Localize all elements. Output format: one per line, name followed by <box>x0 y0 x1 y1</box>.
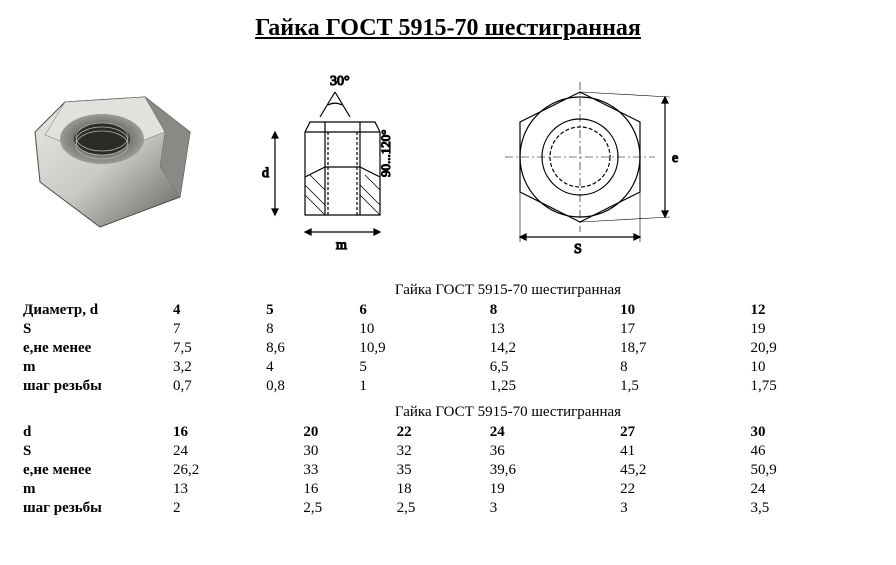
hex-nut-photo <box>10 77 210 242</box>
cell: 2 <box>173 499 303 518</box>
cell: 1 <box>359 377 489 396</box>
table-row: d 16 20 22 24 27 30 <box>15 423 881 442</box>
dim-m-label: m <box>336 238 347 253</box>
cell: 6,5 <box>490 358 620 377</box>
cell: 46 <box>751 442 881 461</box>
cell: 36 <box>490 442 620 461</box>
cell: 1,5 <box>620 377 750 396</box>
row-label: S <box>15 320 173 339</box>
row-label: m <box>15 480 173 499</box>
row-label: m <box>15 358 173 377</box>
cell: 41 <box>620 442 750 461</box>
row-label: шаг резьбы <box>15 377 173 396</box>
col-header: 10 <box>620 301 750 320</box>
cell: 22 <box>620 480 750 499</box>
cell: 17 <box>620 320 750 339</box>
cell: 20,9 <box>751 339 881 358</box>
cell: 7,5 <box>173 339 266 358</box>
row-label: шаг резьбы <box>15 499 173 518</box>
table-row: шаг резьбы 0,7 0,8 1 1,25 1,5 1,75 <box>15 377 881 396</box>
table2-caption: Гайка ГОСТ 5915-70 шестигранная <box>15 404 881 421</box>
col-header: 27 <box>620 423 750 442</box>
row-label: d <box>15 423 173 442</box>
cell: 39,6 <box>490 461 620 480</box>
cell: 0,8 <box>266 377 359 396</box>
cell: 3 <box>490 499 620 518</box>
cell: 1,75 <box>751 377 881 396</box>
cell: 33 <box>303 461 396 480</box>
cell: 10,9 <box>359 339 489 358</box>
col-header: 22 <box>397 423 490 442</box>
cell: 7 <box>173 320 266 339</box>
table-row: Диаметр, d 4 5 6 8 10 12 <box>15 301 881 320</box>
cell: 35 <box>397 461 490 480</box>
col-header: 4 <box>173 301 266 320</box>
dim-e-label: e <box>672 151 678 166</box>
angle-90-120-label: 90...120° <box>378 130 393 177</box>
col-header: 8 <box>490 301 620 320</box>
cell: 24 <box>751 480 881 499</box>
col-header: 20 <box>303 423 396 442</box>
dim-s-label: S <box>574 242 582 257</box>
spec-table-1: Гайка ГОСТ 5915-70 шестигранная Диаметр,… <box>15 282 881 396</box>
cell: 16 <box>303 480 396 499</box>
cell: 13 <box>173 480 303 499</box>
row-label: Диаметр, d <box>15 301 173 320</box>
col-header: 6 <box>359 301 489 320</box>
table-row: S 7 8 10 13 17 19 <box>15 320 881 339</box>
technical-drawing: 30° <box>250 57 730 262</box>
cell: 19 <box>751 320 881 339</box>
table-row: S 24 30 32 36 41 46 <box>15 442 881 461</box>
cell: 2,5 <box>303 499 396 518</box>
cell: 8,6 <box>266 339 359 358</box>
table1-caption: Гайка ГОСТ 5915-70 шестигранная <box>15 282 881 299</box>
row-label: S <box>15 442 173 461</box>
col-header: 12 <box>751 301 881 320</box>
cell: 50,9 <box>751 461 881 480</box>
table-row: e,не менее 26,2 33 35 39,6 45,2 50,9 <box>15 461 881 480</box>
cell: 30 <box>303 442 396 461</box>
cell: 24 <box>173 442 303 461</box>
cell: 10 <box>751 358 881 377</box>
row-label: e,не менее <box>15 339 173 358</box>
cell: 8 <box>266 320 359 339</box>
cell: 1,25 <box>490 377 620 396</box>
cell: 32 <box>397 442 490 461</box>
table-row: e,не менее 7,5 8,6 10,9 14,2 18,7 20,9 <box>15 339 881 358</box>
cell: 3,5 <box>751 499 881 518</box>
cell: 14,2 <box>490 339 620 358</box>
cell: 13 <box>490 320 620 339</box>
col-header: 24 <box>490 423 620 442</box>
table-row: m 13 16 18 19 22 24 <box>15 480 881 499</box>
cell: 10 <box>359 320 489 339</box>
col-header: 30 <box>751 423 881 442</box>
table-row: шаг резьбы 2 2,5 2,5 3 3 3,5 <box>15 499 881 518</box>
angle-30-label: 30° <box>330 74 350 89</box>
col-header: 16 <box>173 423 303 442</box>
table-row: m 3,2 4 5 6,5 8 10 <box>15 358 881 377</box>
row-label: e,не менее <box>15 461 173 480</box>
cell: 2,5 <box>397 499 490 518</box>
cell: 26,2 <box>173 461 303 480</box>
cell: 45,2 <box>620 461 750 480</box>
figures-row: 30° <box>15 57 881 262</box>
cell: 4 <box>266 358 359 377</box>
cell: 19 <box>490 480 620 499</box>
cell: 5 <box>359 358 489 377</box>
cell: 0,7 <box>173 377 266 396</box>
cell: 3 <box>620 499 750 518</box>
cell: 3,2 <box>173 358 266 377</box>
cell: 18,7 <box>620 339 750 358</box>
spec-table-2: Гайка ГОСТ 5915-70 шестигранная d 16 20 … <box>15 404 881 518</box>
cell: 8 <box>620 358 750 377</box>
cell: 18 <box>397 480 490 499</box>
dim-d-label: d <box>262 166 269 181</box>
col-header: 5 <box>266 301 359 320</box>
page-title: Гайка ГОСТ 5915-70 шестигранная <box>15 15 881 42</box>
